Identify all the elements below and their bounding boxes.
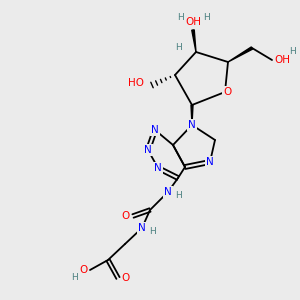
Text: N: N [164,187,172,197]
Text: H: H [175,190,182,200]
Text: N: N [154,163,162,173]
Polygon shape [191,105,193,125]
Polygon shape [192,30,196,52]
Text: OH: OH [274,55,290,65]
Text: O: O [223,87,231,97]
Text: N: N [188,120,196,130]
Text: O: O [122,211,130,221]
Text: N: N [151,125,159,135]
Text: N: N [206,157,214,167]
Text: OH: OH [185,17,201,27]
Text: H: H [290,47,296,56]
Text: N: N [138,223,146,233]
Text: H: H [204,13,210,22]
Polygon shape [228,47,253,62]
Text: H: H [70,272,77,281]
Text: HO: HO [128,78,144,88]
Text: O: O [79,265,87,275]
Text: H: H [175,43,182,52]
Text: N: N [144,145,152,155]
Text: O: O [122,273,130,283]
Text: H: H [178,13,184,22]
Text: H: H [148,226,155,236]
